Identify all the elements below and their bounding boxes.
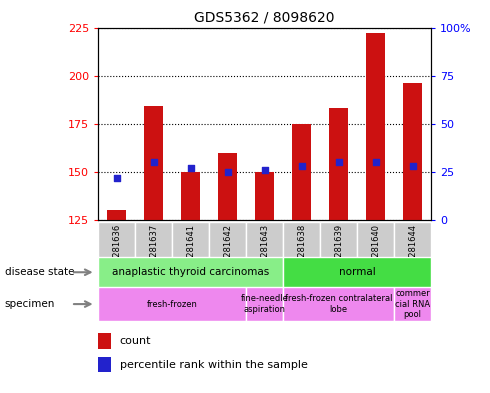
Bar [255, 172, 274, 220]
Text: anaplastic thyroid carcinomas: anaplastic thyroid carcinomas [112, 267, 269, 277]
Text: normal: normal [339, 267, 375, 277]
Point [372, 159, 380, 165]
Bar [394, 287, 431, 321]
Text: percentile rank within the sample: percentile rank within the sample [120, 360, 307, 369]
Point [298, 163, 306, 169]
Text: GSM1281642: GSM1281642 [223, 224, 232, 279]
Bar [98, 222, 135, 257]
Bar [293, 124, 311, 220]
Bar [283, 287, 394, 321]
Bar [98, 357, 112, 372]
Point [409, 163, 416, 169]
Bar [367, 33, 385, 220]
Bar [181, 172, 200, 220]
Bar [107, 210, 126, 220]
Text: fresh-frozen: fresh-frozen [147, 299, 197, 309]
Bar [209, 222, 246, 257]
Text: count: count [120, 336, 151, 346]
Bar [219, 152, 237, 220]
Text: GSM1281636: GSM1281636 [112, 224, 121, 280]
Bar [98, 333, 112, 349]
Bar [246, 222, 283, 257]
Text: GSM1281640: GSM1281640 [371, 224, 380, 279]
Bar [135, 222, 172, 257]
Point [223, 169, 231, 175]
Text: GSM1281643: GSM1281643 [260, 224, 269, 280]
Point [335, 159, 343, 165]
Bar [98, 287, 246, 321]
Bar [357, 222, 394, 257]
Bar [98, 257, 283, 287]
Bar [394, 222, 431, 257]
Point [149, 159, 157, 165]
Text: disease state: disease state [5, 267, 74, 277]
Text: commer
cial RNA
pool: commer cial RNA pool [395, 289, 430, 319]
Point [261, 167, 269, 173]
Title: GDS5362 / 8098620: GDS5362 / 8098620 [195, 11, 335, 25]
Bar [172, 222, 209, 257]
Point [187, 165, 195, 171]
Text: GSM1281637: GSM1281637 [149, 224, 158, 280]
Bar [403, 83, 422, 220]
Text: GSM1281641: GSM1281641 [186, 224, 195, 279]
Bar [283, 222, 320, 257]
Bar [246, 287, 283, 321]
Bar [320, 222, 357, 257]
Text: GSM1281644: GSM1281644 [408, 224, 417, 279]
Point [113, 174, 121, 181]
Text: fine-needle
aspiration: fine-needle aspiration [241, 294, 289, 314]
Text: fresh-frozen contralateral
lobe: fresh-frozen contralateral lobe [285, 294, 392, 314]
Bar [329, 108, 348, 220]
Text: GSM1281639: GSM1281639 [334, 224, 343, 280]
Bar [283, 257, 431, 287]
Text: specimen: specimen [5, 299, 55, 309]
Text: GSM1281638: GSM1281638 [297, 224, 306, 280]
Bar [144, 107, 163, 220]
